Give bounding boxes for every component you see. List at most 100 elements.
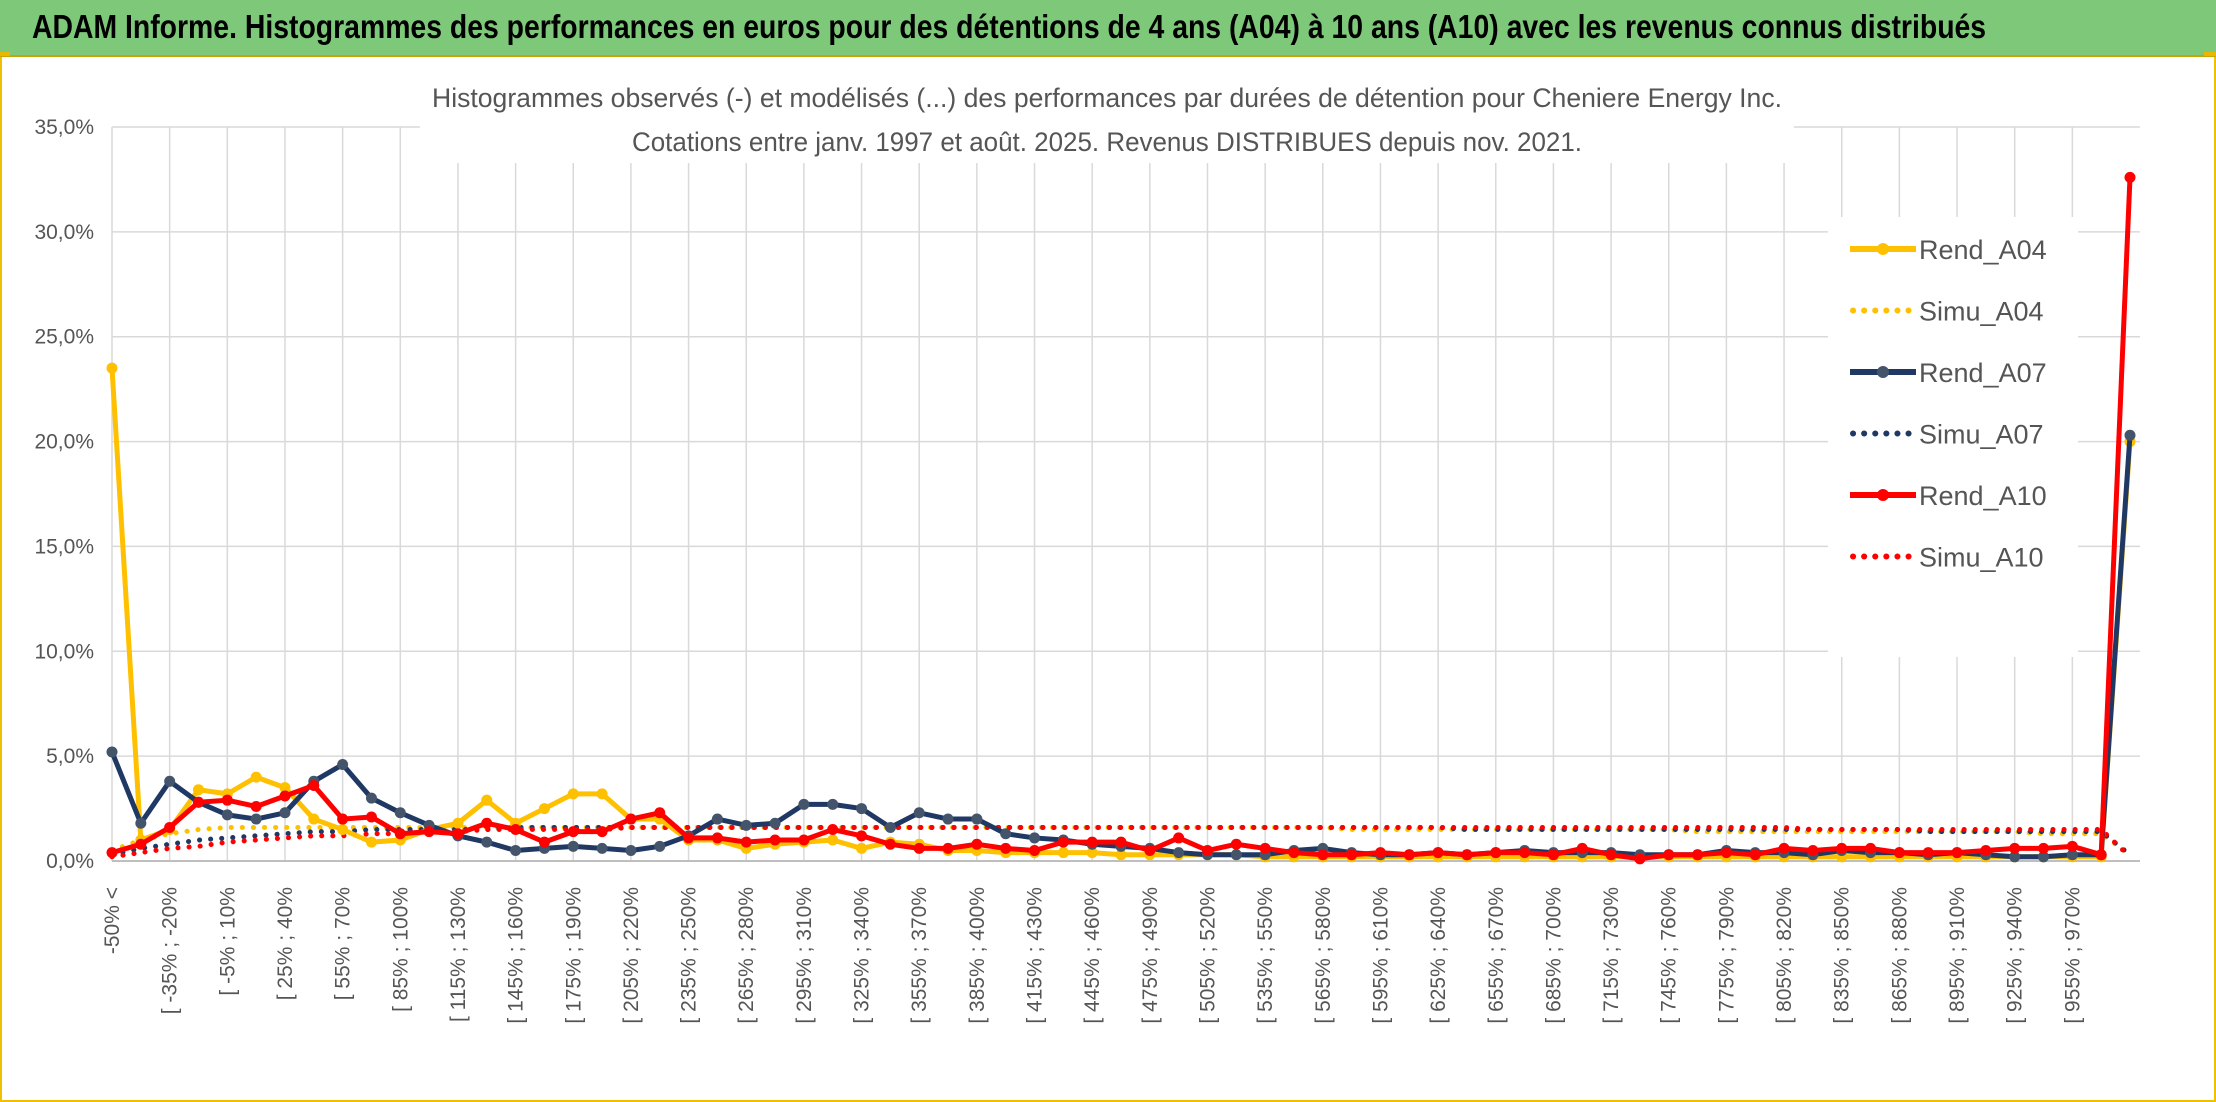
data-point xyxy=(481,836,493,848)
y-tick-label: 35,0% xyxy=(34,116,94,139)
x-tick-label: [ 355% ; 370% xyxy=(908,887,931,1024)
data-point xyxy=(1086,847,1098,859)
x-tick-label: [ 715% ; 730% xyxy=(1600,887,1623,1024)
report-banner: ADAM Informe. Histogrammes des performan… xyxy=(0,0,2216,57)
data-point xyxy=(1201,845,1213,857)
data-point xyxy=(1029,832,1041,844)
data-point xyxy=(1230,838,1242,850)
data-point xyxy=(625,813,637,825)
data-point xyxy=(1029,845,1041,857)
legend-item-Rend_A10: Rend_A10 xyxy=(1850,481,2047,511)
data-point xyxy=(971,813,983,825)
data-point xyxy=(1893,847,1905,859)
report-title: ADAM Informe. Histogrammes des performan… xyxy=(32,8,1987,45)
y-tick-label: 20,0% xyxy=(34,431,94,454)
y-tick-label: 0,0% xyxy=(46,850,94,873)
legend-label: Simu_A07 xyxy=(1919,420,2044,450)
x-tick-label: [ 505% ; 520% xyxy=(1196,887,1219,1024)
data-point xyxy=(1980,845,1992,857)
data-point xyxy=(1000,842,1012,854)
data-point xyxy=(250,771,262,783)
legend-label: Simu_A10 xyxy=(1919,543,2044,573)
data-point xyxy=(1605,849,1617,861)
chart-title: Histogrammes observés (-) et modélisés (… xyxy=(432,83,1782,113)
data-point xyxy=(711,813,723,825)
data-point xyxy=(942,842,954,854)
data-point xyxy=(740,819,752,831)
x-tick-label: [ 775% ; 790% xyxy=(1715,887,1738,1024)
data-point xyxy=(1173,832,1185,844)
data-point xyxy=(423,826,435,838)
x-tick-label: [ 385% ; 400% xyxy=(966,887,989,1024)
data-point xyxy=(2124,171,2136,183)
data-point xyxy=(106,362,118,374)
data-point xyxy=(827,834,839,846)
x-tick-label: [ 595% ; 610% xyxy=(1369,887,1392,1024)
legend-label: Rend_A04 xyxy=(1919,235,2047,265)
data-point xyxy=(1057,836,1069,848)
x-tick-label: [ 925% ; 940% xyxy=(2004,887,2027,1024)
data-point xyxy=(192,796,204,808)
data-point xyxy=(913,842,925,854)
data-point xyxy=(221,809,233,821)
data-point xyxy=(1951,847,1963,859)
x-tick-label: [ 655% ; 670% xyxy=(1485,887,1508,1024)
chart-title-group: Histogrammes observés (-) et modélisés (… xyxy=(420,77,1794,163)
data-point xyxy=(106,746,118,758)
data-point xyxy=(1865,842,1877,854)
legend-item-Simu_A07: Simu_A07 xyxy=(1850,420,2044,450)
x-axis-ticks: -50% < [ -35% ; -20% [ -5% ; 10% [ 25% ; 40… xyxy=(101,887,2084,1024)
x-tick-label: [ 835% ; 850% xyxy=(1831,887,1854,1024)
legend-item-Simu_A04: Simu_A04 xyxy=(1850,297,2044,327)
data-point xyxy=(538,803,550,815)
data-point xyxy=(2124,429,2136,441)
data-point xyxy=(942,813,954,825)
data-point xyxy=(365,792,377,804)
data-point xyxy=(1259,842,1271,854)
data-point xyxy=(971,838,983,850)
data-point xyxy=(2066,849,2078,861)
x-tick-label: [ 115% ; 130% xyxy=(447,887,470,1022)
frame-corner-right xyxy=(2204,52,2216,56)
x-tick-label: [ 85% ; 100% xyxy=(389,887,412,1012)
data-point xyxy=(2038,851,2050,863)
x-tick-label: [ 265% ; 280% xyxy=(735,887,758,1024)
data-point xyxy=(1778,842,1790,854)
x-tick-label: [ 295% ; 310% xyxy=(793,887,816,1024)
data-point xyxy=(567,788,579,800)
data-point xyxy=(2038,842,2050,854)
data-point xyxy=(596,826,608,838)
data-point xyxy=(1922,847,1934,859)
data-point xyxy=(192,784,204,796)
x-tick-label: [ 445% ; 460% xyxy=(1081,887,1104,1024)
x-tick-label: [ 175% ; 190% xyxy=(562,887,585,1024)
data-point xyxy=(625,845,637,857)
data-point xyxy=(510,824,522,836)
data-point xyxy=(1115,836,1127,848)
data-point xyxy=(510,845,522,857)
data-point xyxy=(856,842,868,854)
data-point xyxy=(279,782,291,794)
data-point xyxy=(1576,842,1588,854)
data-point xyxy=(683,832,695,844)
data-point xyxy=(452,828,464,840)
data-point xyxy=(538,836,550,848)
data-point xyxy=(1720,847,1732,859)
data-point xyxy=(2095,849,2107,861)
x-tick-label: [ 415% ; 430% xyxy=(1024,887,1047,1024)
x-tick-label: [ -5% ; 10% xyxy=(216,887,239,996)
legend-item-Rend_A07: Rend_A07 xyxy=(1850,358,2047,388)
data-point xyxy=(654,807,666,819)
y-tick-label: 15,0% xyxy=(34,535,94,558)
data-point xyxy=(1346,849,1358,861)
x-tick-label: [ 55% ; 70% xyxy=(332,887,355,1000)
y-tick-label: 30,0% xyxy=(34,221,94,244)
data-point xyxy=(798,798,810,810)
x-tick-label: [ 235% ; 250% xyxy=(678,887,701,1024)
data-point xyxy=(1490,847,1502,859)
data-point xyxy=(135,817,147,829)
legend-marker xyxy=(1877,489,1889,501)
series-line xyxy=(109,435,2133,860)
series-line xyxy=(109,824,2133,860)
data-point xyxy=(106,847,118,859)
